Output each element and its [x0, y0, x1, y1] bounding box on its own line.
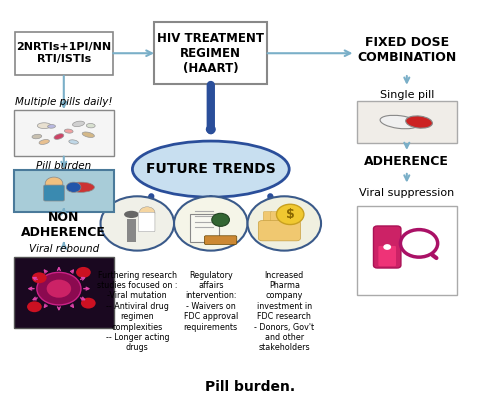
Ellipse shape — [86, 123, 95, 128]
Text: ADHERENCE: ADHERENCE — [364, 155, 449, 168]
FancyBboxPatch shape — [204, 236, 237, 244]
FancyBboxPatch shape — [374, 226, 401, 268]
Text: FUTURE TRENDS: FUTURE TRENDS — [146, 162, 276, 176]
Ellipse shape — [132, 141, 289, 197]
Circle shape — [140, 207, 155, 219]
FancyBboxPatch shape — [190, 214, 219, 242]
FancyBboxPatch shape — [14, 110, 114, 156]
Circle shape — [76, 267, 91, 278]
FancyBboxPatch shape — [138, 212, 155, 232]
Text: Increased
Pharma
company
investment in
FDC research
- Donors, Gov't
and other
st: Increased Pharma company investment in F… — [254, 271, 314, 352]
Circle shape — [212, 213, 230, 226]
Text: HIV TREATMENT
REGIMEN
(HAART): HIV TREATMENT REGIMEN (HAART) — [158, 32, 264, 75]
Text: NON
ADHERENCE: NON ADHERENCE — [22, 211, 106, 239]
Circle shape — [81, 298, 96, 308]
Text: Multiple pills daily!: Multiple pills daily! — [15, 97, 112, 107]
Ellipse shape — [39, 140, 50, 144]
Circle shape — [384, 244, 391, 250]
Circle shape — [174, 196, 248, 251]
Ellipse shape — [69, 140, 78, 144]
Ellipse shape — [64, 129, 73, 133]
FancyBboxPatch shape — [378, 246, 396, 266]
Text: Furthering research
studies focused on :
-Viral mutation
-- Antiviral drug
regim: Furthering research studies focused on :… — [97, 271, 178, 352]
Circle shape — [37, 272, 81, 305]
Text: Viral suppression: Viral suppression — [359, 188, 454, 198]
Circle shape — [100, 196, 174, 251]
FancyBboxPatch shape — [263, 211, 272, 224]
Circle shape — [45, 177, 63, 190]
Ellipse shape — [82, 132, 94, 137]
FancyBboxPatch shape — [14, 257, 114, 328]
FancyBboxPatch shape — [356, 101, 457, 143]
Text: Pill burden.: Pill burden. — [205, 380, 295, 394]
FancyBboxPatch shape — [44, 185, 64, 201]
Text: Regulatory
affairs
intervention:
- Waivers on
FDC approval
requirements: Regulatory affairs intervention: - Waive… — [184, 271, 238, 332]
FancyBboxPatch shape — [356, 206, 457, 295]
Text: Single pill: Single pill — [380, 90, 434, 100]
Circle shape — [248, 196, 321, 251]
FancyBboxPatch shape — [279, 211, 288, 224]
Circle shape — [46, 279, 71, 298]
Ellipse shape — [72, 121, 85, 127]
Text: 2NRTIs+1PI/NN
RTI/ISTIs: 2NRTIs+1PI/NN RTI/ISTIs — [16, 43, 112, 64]
Text: Pill burden: Pill burden — [36, 160, 92, 170]
Ellipse shape — [32, 134, 42, 139]
Ellipse shape — [68, 182, 94, 192]
Ellipse shape — [124, 211, 139, 218]
Ellipse shape — [66, 182, 81, 192]
Text: Viral rebound: Viral rebound — [28, 244, 99, 254]
Text: FIXED DOSE
COMBINATION: FIXED DOSE COMBINATION — [357, 35, 456, 64]
Ellipse shape — [48, 125, 56, 128]
Text: $: $ — [286, 208, 294, 221]
FancyBboxPatch shape — [154, 22, 267, 84]
Ellipse shape — [380, 115, 419, 129]
Ellipse shape — [54, 134, 64, 139]
Ellipse shape — [406, 116, 432, 128]
FancyBboxPatch shape — [15, 31, 113, 75]
FancyBboxPatch shape — [270, 211, 280, 224]
Circle shape — [32, 272, 46, 283]
FancyBboxPatch shape — [14, 170, 114, 212]
FancyBboxPatch shape — [126, 219, 136, 242]
FancyBboxPatch shape — [287, 211, 296, 224]
Ellipse shape — [38, 123, 51, 129]
FancyBboxPatch shape — [258, 220, 300, 241]
Circle shape — [276, 204, 304, 224]
Circle shape — [27, 301, 42, 312]
